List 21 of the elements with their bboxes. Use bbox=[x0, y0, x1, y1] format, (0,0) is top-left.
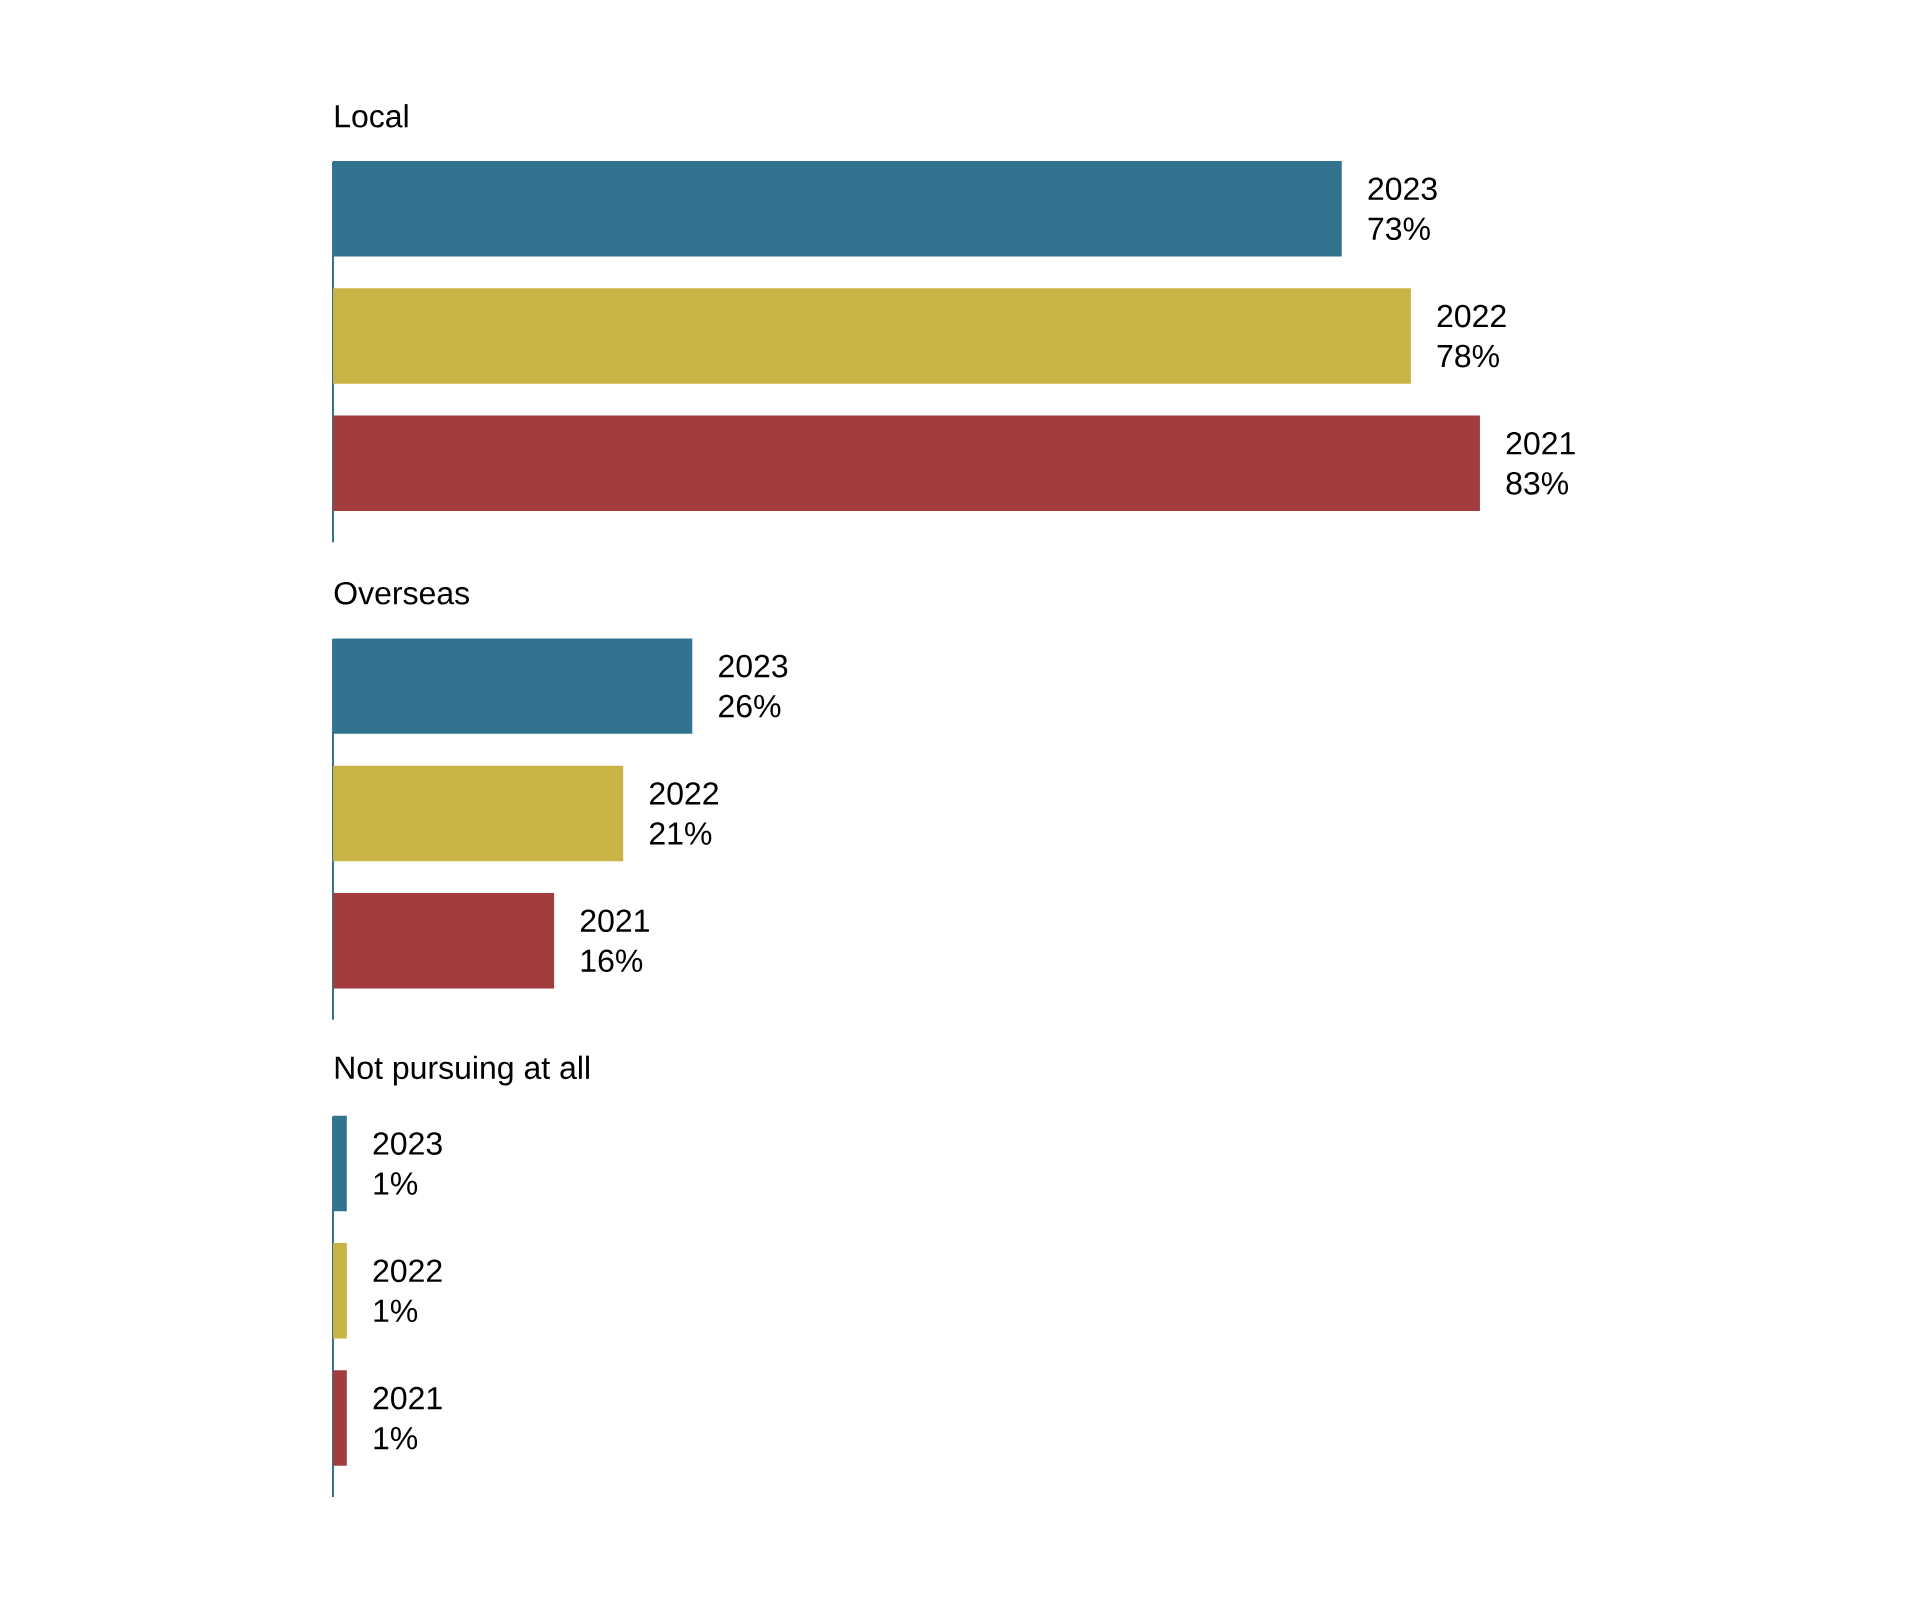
series-label: 2021 bbox=[1506, 432, 1575, 455]
text: 2023 bbox=[1368, 177, 1437, 201]
series-label: 2022 bbox=[373, 1259, 442, 1283]
y-tick-label: Overseas bbox=[334, 581, 469, 605]
text: 2021 bbox=[373, 1386, 442, 1410]
text: 2023 bbox=[719, 654, 788, 678]
y-tick-label: Local bbox=[335, 104, 408, 128]
series-label: 2023 bbox=[373, 1132, 442, 1155]
text: 2021 bbox=[580, 909, 649, 933]
data-label: 73% bbox=[1368, 217, 1430, 241]
data-label: 1% bbox=[374, 1426, 418, 1450]
data-label: 1% bbox=[374, 1299, 418, 1323]
data-label: 78% bbox=[1437, 344, 1499, 368]
text: 2022 bbox=[1437, 304, 1506, 328]
data-label: 1% bbox=[374, 1172, 418, 1195]
data-label: 21% bbox=[650, 822, 712, 845]
text: 2022 bbox=[650, 782, 718, 805]
y-tick-label: Not pursuing at all bbox=[335, 1055, 589, 1086]
data-label: 83% bbox=[1506, 472, 1569, 495]
data-label: 26% bbox=[719, 694, 781, 718]
data-label: 16% bbox=[581, 949, 643, 973]
